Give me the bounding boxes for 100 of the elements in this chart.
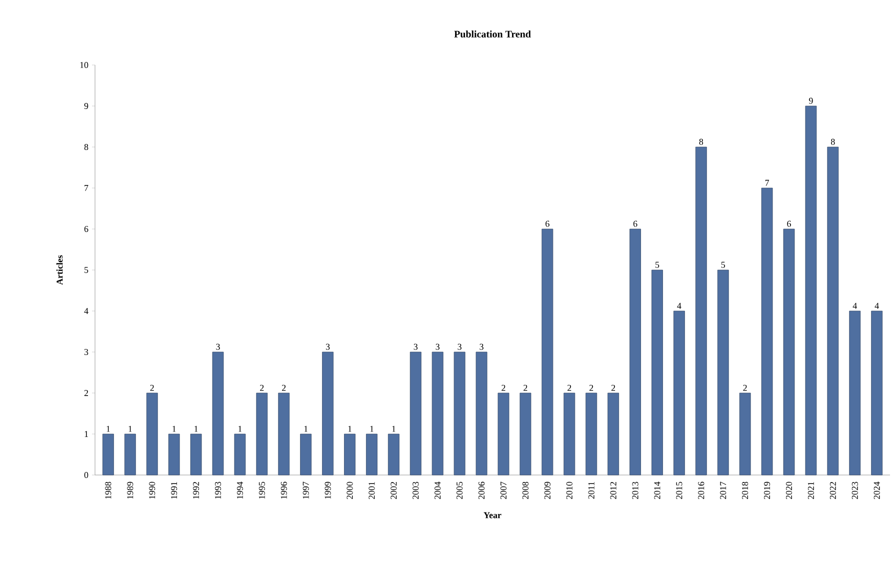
bar xyxy=(630,228,641,476)
bar xyxy=(586,392,598,476)
x-tick-label: 2010 xyxy=(566,482,572,500)
bar xyxy=(344,434,356,476)
data-label: 3 xyxy=(458,344,462,350)
data-label: 5 xyxy=(721,262,726,268)
x-tick-label: 1992 xyxy=(193,482,200,499)
data-label: 6 xyxy=(546,220,550,227)
data-label: 4 xyxy=(874,302,879,309)
x-tick-label: 1997 xyxy=(302,482,309,499)
x-tick-label: 2008 xyxy=(522,482,528,500)
x-tick-label: 1999 xyxy=(324,482,331,499)
data-label: 4 xyxy=(677,302,682,309)
x-tick-label: 2020 xyxy=(786,482,792,500)
x-axis-title: Year xyxy=(484,512,502,518)
x-tick-label: 2019 xyxy=(764,482,770,500)
data-label: 6 xyxy=(787,220,791,227)
bar xyxy=(608,392,619,476)
x-tick-label: 2015 xyxy=(676,482,682,500)
data-label: 2 xyxy=(524,384,528,391)
data-label: 2 xyxy=(150,384,154,391)
bar xyxy=(322,352,334,476)
bar xyxy=(454,352,466,476)
bar xyxy=(234,434,246,476)
bar xyxy=(652,270,663,476)
y-tick-label: 4 xyxy=(84,308,88,314)
data-label: 7 xyxy=(765,180,770,186)
y-tick-label: 2 xyxy=(84,390,88,396)
x-tick-label: 2006 xyxy=(478,482,485,500)
bar xyxy=(476,352,488,476)
data-label: 1 xyxy=(304,426,308,432)
y-tick-label: 6 xyxy=(84,226,88,232)
data-label: 1 xyxy=(370,426,374,432)
bar xyxy=(739,392,751,476)
bar xyxy=(520,392,532,476)
bar xyxy=(168,434,180,476)
data-label: 3 xyxy=(216,344,220,350)
bar xyxy=(849,310,861,476)
x-tick-label: 1989 xyxy=(127,482,134,499)
data-label: 2 xyxy=(743,384,747,391)
y-tick-label: 3 xyxy=(84,348,88,356)
y-axis-title: Articles xyxy=(56,255,63,285)
data-label: 1 xyxy=(172,426,176,432)
x-tick-label: 2013 xyxy=(632,482,638,500)
data-label: 1 xyxy=(194,426,198,432)
chart-title: Publication Trend xyxy=(454,30,531,38)
bar xyxy=(871,310,883,476)
bar xyxy=(673,310,685,476)
x-tick-label: 2004 xyxy=(434,482,441,500)
bar xyxy=(212,352,224,476)
x-tick-label: 2014 xyxy=(654,482,660,500)
data-label: 2 xyxy=(502,384,506,391)
x-tick-label: 2012 xyxy=(610,482,616,500)
data-label: 1 xyxy=(106,426,110,432)
bar xyxy=(542,228,554,476)
x-tick-label: 2002 xyxy=(390,482,397,500)
bar xyxy=(783,228,795,476)
bar xyxy=(564,392,576,476)
y-tick-label: 9 xyxy=(84,102,88,110)
bar xyxy=(190,434,202,476)
data-label: 2 xyxy=(589,384,594,391)
x-tick-label: 2023 xyxy=(852,482,858,500)
x-tick-label: 1990 xyxy=(149,482,156,499)
bar xyxy=(805,106,817,476)
bar xyxy=(410,352,422,476)
data-label: 1 xyxy=(392,426,396,432)
data-label: 8 xyxy=(831,138,835,145)
data-label: 6 xyxy=(633,220,638,227)
x-tick-label: 1996 xyxy=(280,482,287,499)
bar xyxy=(124,434,136,476)
data-label: 2 xyxy=(568,384,572,391)
bar xyxy=(498,392,510,476)
bar xyxy=(432,352,444,476)
bar xyxy=(102,434,114,476)
data-label: 9 xyxy=(808,98,813,104)
y-tick-label: 0 xyxy=(84,472,88,478)
x-tick-label: 2024 xyxy=(874,482,880,500)
data-label: 2 xyxy=(260,384,264,391)
x-tick-label: 2005 xyxy=(456,482,463,500)
bar xyxy=(717,270,729,476)
x-tick-label: 2003 xyxy=(412,482,419,500)
data-label: 1 xyxy=(348,426,352,432)
x-tick-label: 2016 xyxy=(698,482,704,500)
data-label: 2 xyxy=(611,384,616,391)
data-label: 1 xyxy=(238,426,242,432)
y-tick-label: 7 xyxy=(84,185,88,191)
y-tick-label: 5 xyxy=(84,267,88,273)
data-label: 3 xyxy=(436,344,440,350)
bar xyxy=(695,146,707,476)
bar xyxy=(300,434,312,476)
data-label: 8 xyxy=(699,138,704,145)
x-tick-label: 1988 xyxy=(105,482,112,499)
data-label: 5 xyxy=(655,262,660,268)
bar xyxy=(827,146,839,476)
data-label: 4 xyxy=(852,302,857,309)
x-tick-label: 2018 xyxy=(742,482,748,500)
x-tick-label: 2022 xyxy=(830,482,836,500)
data-label: 3 xyxy=(326,344,330,350)
bar xyxy=(278,392,290,476)
y-tick-label: 8 xyxy=(84,144,88,150)
